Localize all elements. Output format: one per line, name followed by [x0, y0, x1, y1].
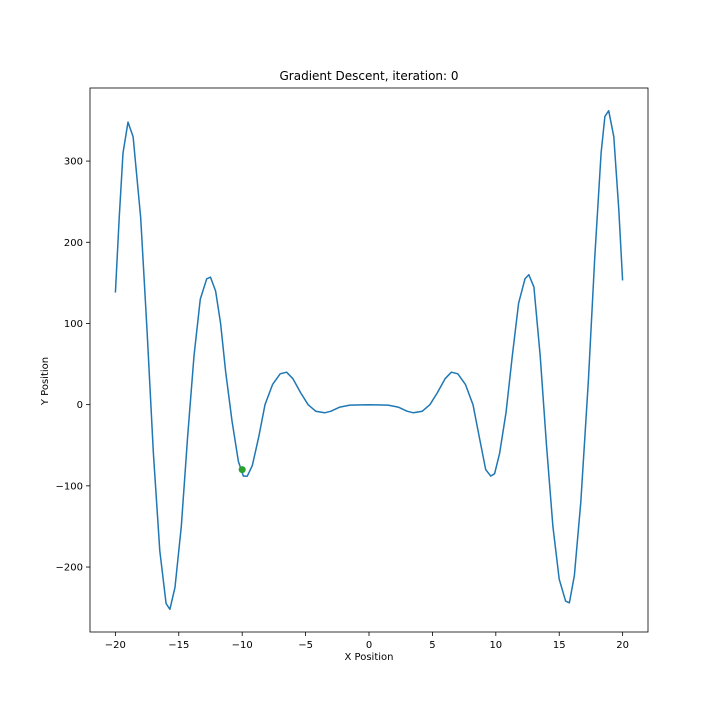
y-tick-label: 200 [64, 238, 83, 249]
y-tick-label: 300 [64, 157, 83, 168]
x-tick-label: 10 [489, 640, 502, 651]
y-axis-ticks: −200 −100 0 100 200 300 [56, 157, 90, 574]
x-tick-label: 15 [553, 640, 566, 651]
x-tick-label: 0 [366, 640, 372, 651]
y-tick-label: −200 [56, 563, 83, 574]
x-tick-label: −5 [298, 640, 313, 651]
chart-title: Gradient Descent, iteration: 0 [279, 69, 458, 83]
x-axis-label: X Position [345, 652, 394, 663]
current-position-marker [238, 466, 246, 474]
series-line-1 [114, 109, 624, 611]
x-tick-label: −15 [168, 640, 189, 651]
x-axis-ticks: −20 −15 −10 −5 0 5 10 15 20 [105, 632, 629, 651]
y-tick-label: −100 [56, 481, 83, 492]
x-tick-label: −10 [232, 640, 253, 651]
x-tick-label: 5 [429, 640, 435, 651]
x-tick-label: 20 [616, 640, 629, 651]
x-tick-label: −20 [105, 640, 126, 651]
y-tick-label: 0 [77, 400, 83, 411]
y-tick-label: 100 [64, 319, 83, 330]
y-axis-label: Y Position [40, 357, 51, 406]
